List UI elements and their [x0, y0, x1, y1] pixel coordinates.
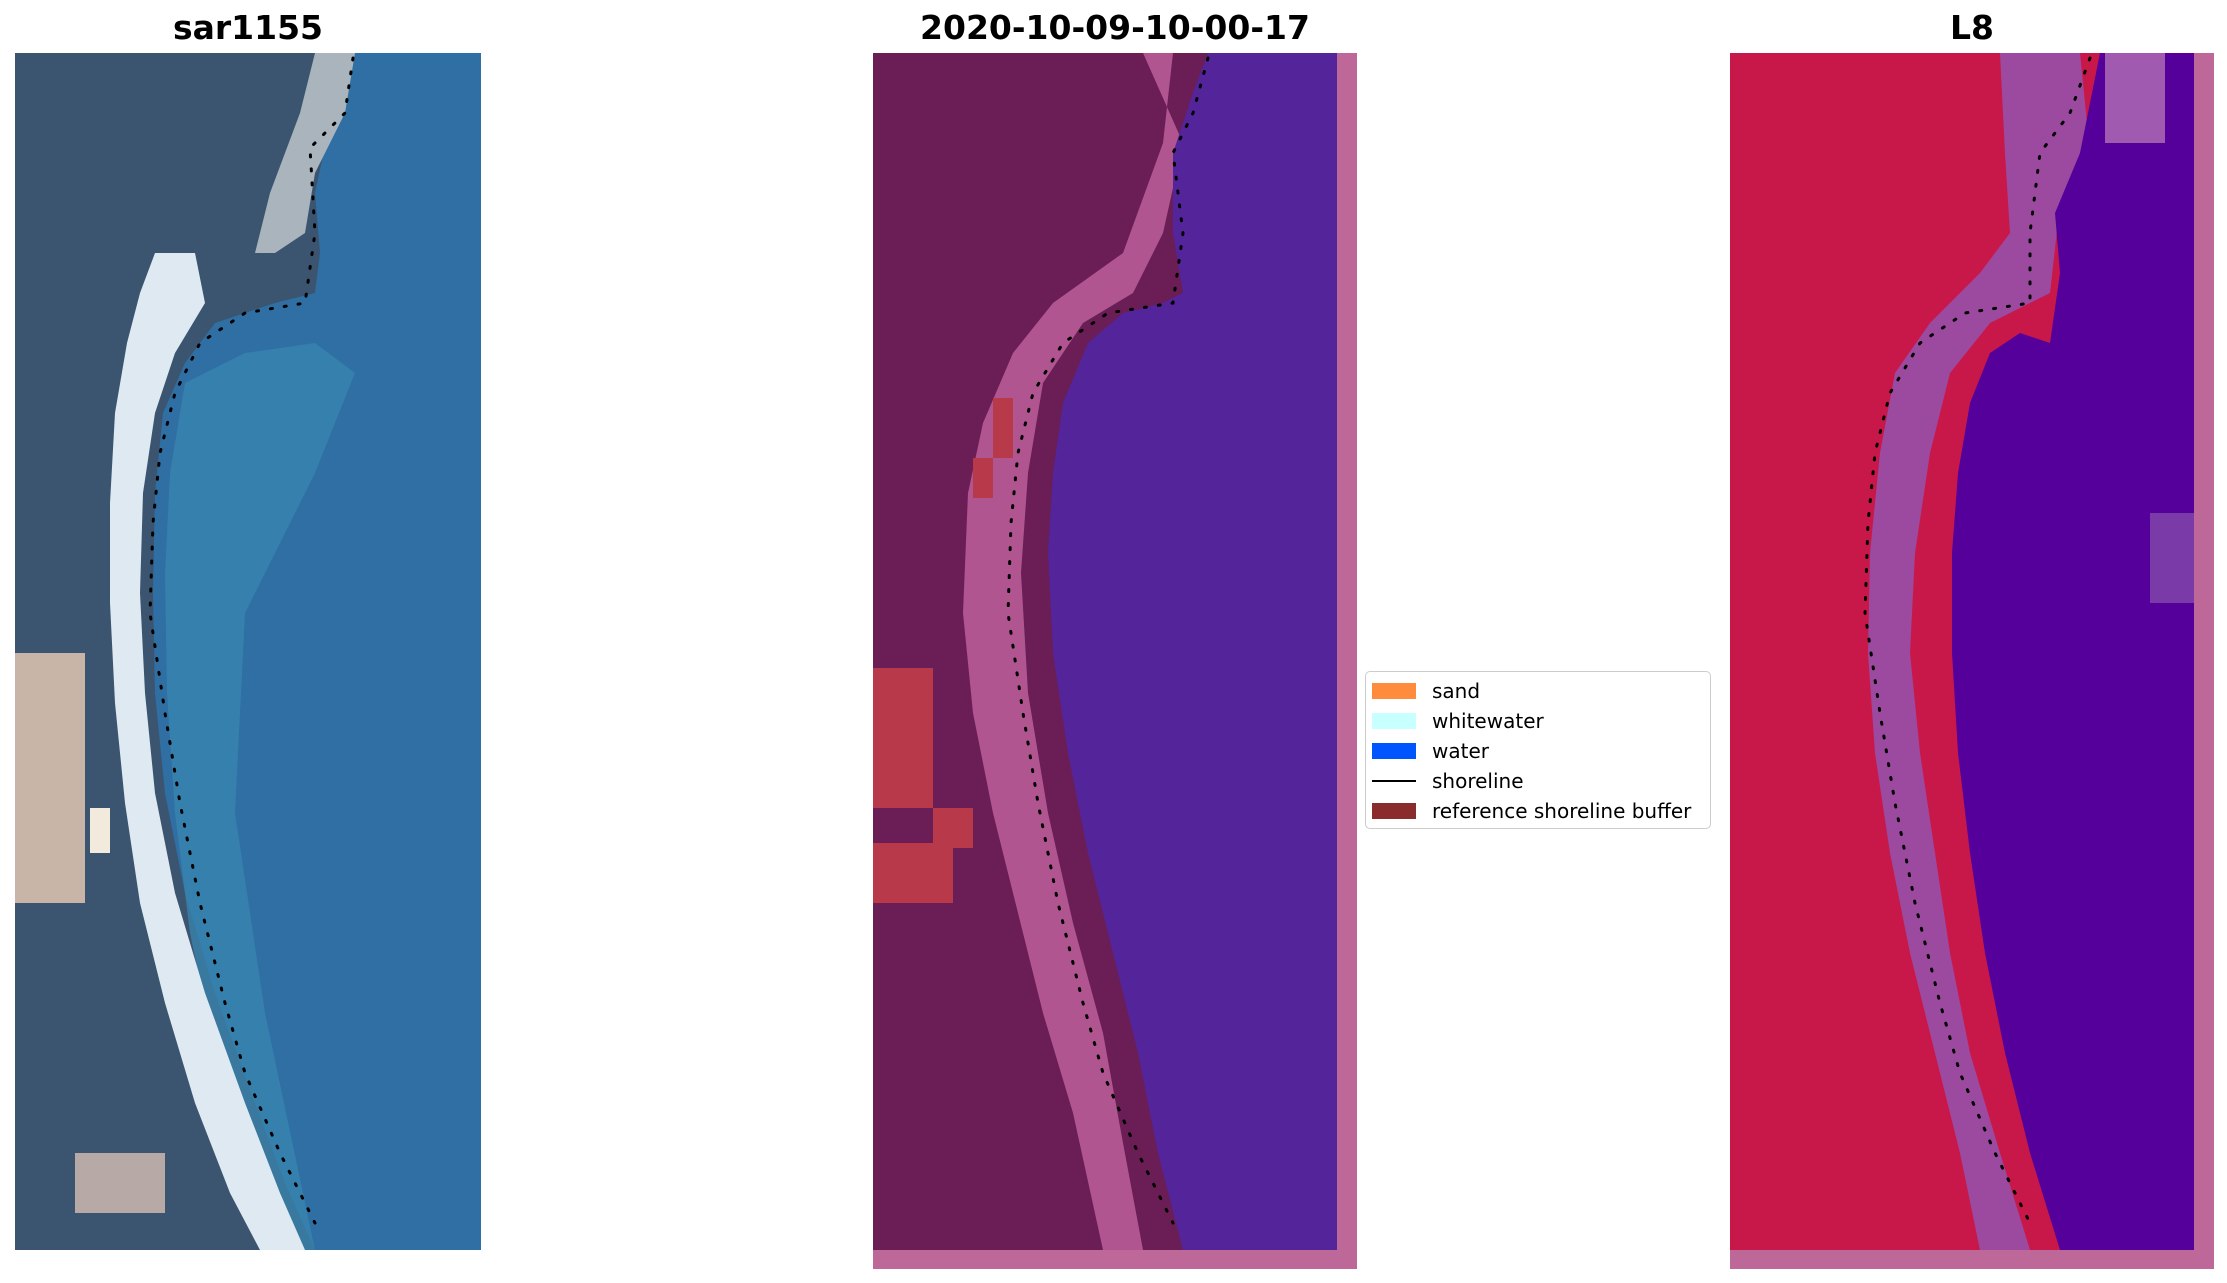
rgb-coast-top	[255, 53, 355, 253]
legend-label: water	[1432, 739, 1489, 763]
rgb-sand-patch	[15, 653, 85, 903]
class-buffer-patch	[873, 668, 933, 808]
panel-title-l8: L8	[1950, 8, 1994, 47]
legend-swatch-whitewater	[1372, 713, 1416, 729]
rgb-beach-strip	[110, 253, 305, 1250]
class-beach-band	[963, 53, 1183, 1250]
rgb-sand-bright	[90, 808, 110, 853]
legend-swatch-water	[1372, 743, 1416, 759]
l8-light-patch	[2150, 513, 2194, 603]
l8-transition-band	[1868, 53, 2090, 1250]
legend-label: whitewater	[1432, 709, 1544, 733]
rgb-reference-shoreline	[148, 56, 355, 1225]
rgb-image	[15, 53, 481, 1250]
class-buffer-patch	[973, 458, 993, 498]
legend-label: shoreline	[1432, 769, 1524, 793]
class-reference-shoreline	[1006, 56, 1210, 1225]
legend-label: reference shoreline buffer	[1432, 799, 1692, 823]
l8-reference-shoreline	[1863, 56, 2092, 1225]
l8-light-patch	[2105, 53, 2165, 143]
legend-item-reference-buffer: reference shoreline buffer	[1372, 796, 1704, 826]
rgb-sand-small	[75, 1153, 165, 1213]
classified-image	[873, 53, 1357, 1269]
legend: sand whitewater water shoreline referenc…	[1365, 671, 1711, 829]
classified-image-canvas	[873, 53, 1357, 1269]
l8-water	[1952, 53, 2194, 1250]
legend-swatch-sand	[1372, 683, 1416, 699]
rgb-image-canvas	[15, 53, 481, 1250]
legend-item-water: water	[1372, 736, 1704, 766]
class-water	[1048, 53, 1337, 1250]
legend-item-shoreline: shoreline	[1372, 766, 1704, 796]
panel-title-classified: 2020-10-09-10-00-17	[920, 8, 1310, 47]
panel-title-rgb: sar1155	[172, 8, 324, 47]
class-buffer-patch	[993, 398, 1013, 458]
l8-image-canvas	[1730, 53, 2214, 1269]
legend-swatch-reference-buffer	[1372, 803, 1416, 819]
legend-item-whitewater: whitewater	[1372, 706, 1704, 736]
legend-label: sand	[1432, 679, 1481, 703]
l8-image	[1730, 53, 2214, 1269]
legend-line-shoreline	[1372, 780, 1416, 782]
class-buffer-patch	[933, 808, 973, 848]
class-buffer-patch	[873, 843, 953, 903]
legend-item-sand: sand	[1372, 676, 1704, 706]
